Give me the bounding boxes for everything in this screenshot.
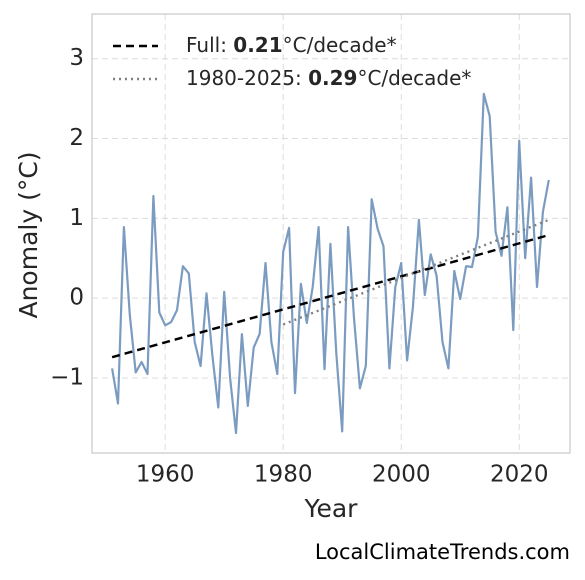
y-tick-label: 3 [69,45,84,71]
y-tick-label: 0 [69,285,84,311]
trend-line [111,233,550,359]
legend-text: °C/decade* [357,66,471,90]
legend-text: 0.21 [233,33,282,57]
x-tick-label: 2020 [490,462,549,488]
data-line [111,92,550,435]
plot-frame [91,13,571,454]
legend-label: 1980-2025: 0.29°C/decade* [186,66,471,90]
source: LocalClimateTrends.com [315,540,570,564]
legend-label: Full: 0.21°C/decade* [186,33,397,57]
legend-text: °C/decade* [283,33,397,57]
x-tick-label: 1980 [254,462,313,488]
y-axis-label: Anomaly (°C) [14,151,43,318]
y-tick-label: −1 [50,364,84,390]
legend-text: Full: [186,33,233,57]
legend-text: 0.29 [308,66,357,90]
x-tick-label: 1960 [136,462,195,488]
y-tick-label: 2 [69,125,84,151]
x-tick-label: 2000 [372,462,431,488]
x-axis-label: Year [304,494,359,523]
y-tick-label: 1 [69,205,84,231]
legend-text: 1980-2025: [186,66,308,90]
